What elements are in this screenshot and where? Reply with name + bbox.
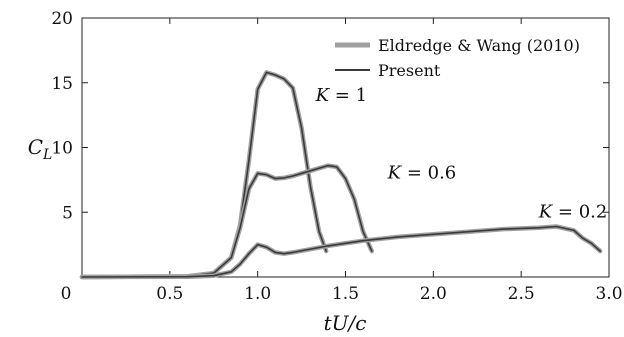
x-tick-label: 2.0	[420, 284, 447, 304]
y-tick-label: 10	[51, 139, 73, 159]
curve-annotation-1: K = 0.6	[387, 163, 457, 184]
curve-annotation-2: K = 0.2	[538, 201, 608, 222]
series-layer	[79, 70, 603, 280]
legend: Eldredge & Wang (2010) Present	[335, 36, 580, 80]
x-tick-label: 1.5	[332, 284, 359, 304]
plot-area	[81, 17, 610, 278]
x-axis-title: tU/c	[324, 311, 367, 335]
x-tick-label: 1.0	[244, 284, 271, 304]
legend-label-present: Present	[378, 61, 441, 80]
ticks: 0 0.5 1.0 1.5 2.0 2.5 3.0 5 10 15 20	[51, 9, 622, 304]
plot-frame	[81, 17, 610, 278]
series-line-reference-2	[79, 224, 603, 280]
y-tick-label: 20	[51, 9, 73, 29]
x-tick-label: 2.5	[508, 284, 535, 304]
series-line-present-1	[81, 164, 373, 278]
series-line-reference-1	[79, 163, 375, 280]
y-tick-label: 5	[62, 203, 73, 223]
x-tick-label: 3.0	[595, 284, 622, 304]
x-tick-label: 0.5	[156, 284, 183, 304]
y-tick-label: 15	[51, 74, 73, 94]
curve-annotation-0: K = 1	[315, 85, 367, 106]
series-line-present-2	[81, 225, 602, 278]
y-axis-title: CL	[28, 135, 53, 163]
x-tick-label: 0	[61, 284, 72, 304]
annotations: K = 1 K = 0.6 K = 0.2	[315, 85, 608, 223]
legend-label-eldredge: Eldredge & Wang (2010)	[378, 36, 580, 55]
